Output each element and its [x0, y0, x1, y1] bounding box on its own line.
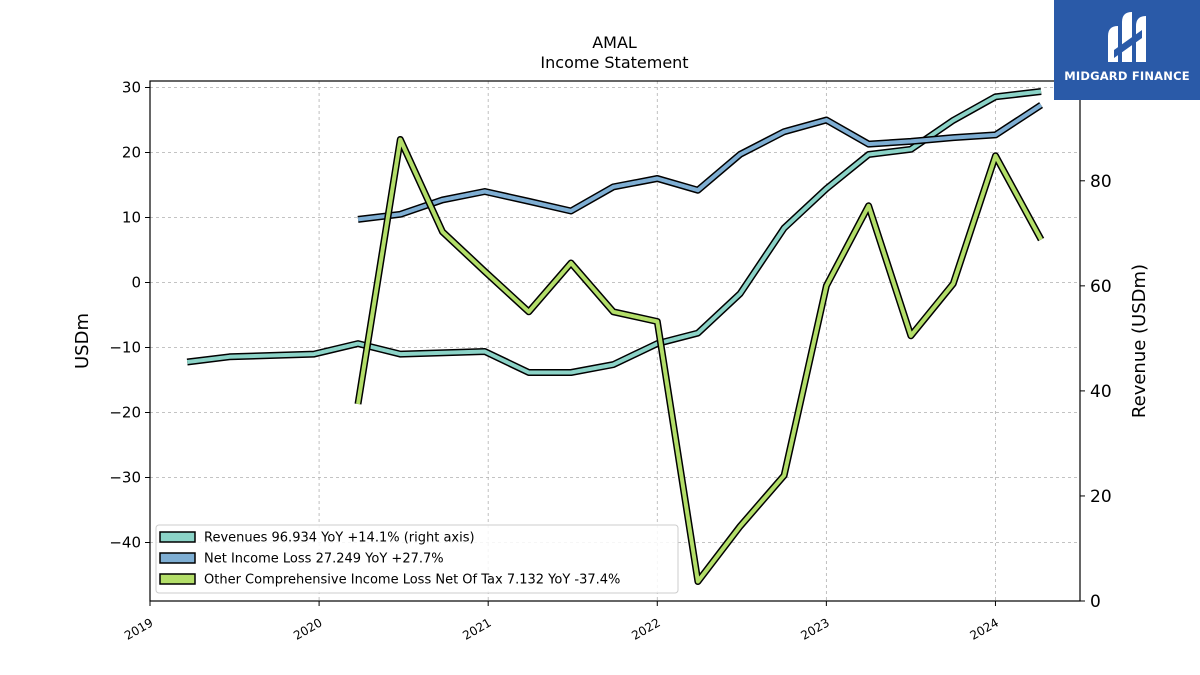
brand-logo: MIDGARD FINANCE	[1054, 0, 1200, 100]
midgard-logo-icon	[1108, 12, 1146, 62]
y-tick-label: −20	[109, 404, 141, 422]
x-tick-label: 2020	[291, 615, 324, 642]
x-tick-label: 2023	[798, 615, 831, 642]
x-tick-label: 2024	[968, 615, 1001, 642]
y2-tick-label: 80	[1090, 172, 1112, 192]
legend-box	[155, 524, 679, 594]
legend-swatch	[159, 573, 196, 585]
legend-swatch	[159, 531, 196, 543]
series-line	[357, 103, 1043, 222]
x-tick-label: 2022	[629, 615, 662, 642]
series-net-income-loss	[357, 102, 1044, 223]
legend: Revenues 96.934 YoY +14.1% (right axis) N…	[155, 524, 679, 594]
y-tick-label: 10	[122, 209, 141, 227]
y2-tick-label: 20	[1090, 487, 1112, 507]
legend-swatch	[159, 552, 196, 564]
y-tick-label: 30	[122, 79, 141, 97]
y2-tick-label: 0	[1090, 592, 1101, 612]
series-outline	[354, 136, 1045, 585]
y-tick-label: −40	[109, 534, 141, 552]
y-tick-label: −10	[109, 339, 141, 357]
series-line	[356, 137, 1043, 584]
chart-title: AMAL	[592, 33, 637, 52]
legend-label: Net Income Loss 27.249 YoY +27.7%	[204, 552, 444, 567]
chart-subtitle: Income Statement	[540, 53, 689, 72]
y-tick-label: −30	[109, 469, 141, 487]
x-tick-label: 2021	[460, 615, 493, 642]
x-tick-label: 2019	[122, 615, 155, 642]
y-axis-label: USDm	[72, 313, 93, 369]
y2-tick-label: 40	[1090, 382, 1112, 402]
brand-name: MIDGARD FINANCE	[1064, 69, 1190, 83]
series-outline	[357, 102, 1044, 223]
grid-lines	[149, 81, 1080, 601]
y-tick-label: 0	[131, 274, 141, 292]
y2-axis-label: Revenue (USDm)	[1129, 264, 1150, 418]
legend-label: Revenues 96.934 YoY +14.1% (right axis)	[204, 531, 475, 546]
y-tick-label: 20	[122, 144, 141, 162]
series-other-comprehensive-income-loss-net-of-tax	[354, 136, 1045, 585]
legend-label: Other Comprehensive Income Loss Net Of T…	[204, 573, 620, 588]
y2-tick-label: 60	[1090, 277, 1112, 297]
plot-frame	[149, 80, 1081, 602]
